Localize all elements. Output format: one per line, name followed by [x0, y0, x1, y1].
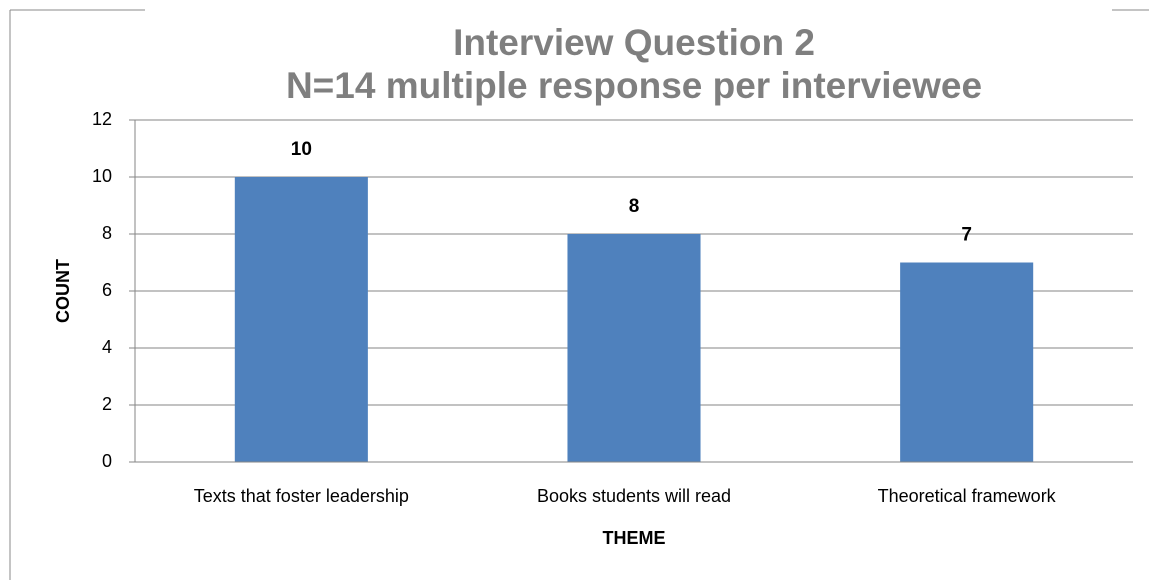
- y-tick-label: 4: [102, 337, 112, 357]
- bar: [900, 262, 1034, 462]
- data-label: 10: [291, 139, 312, 160]
- y-axis-title: COUNT: [53, 259, 73, 323]
- y-tick-label: 2: [102, 394, 112, 414]
- x-tick-label: Texts that foster leadership: [194, 486, 409, 506]
- chart-title: Interview Question 2: [453, 22, 815, 63]
- y-tick-label: 12: [92, 109, 112, 129]
- x-tick-label: Theoretical framework: [878, 486, 1057, 506]
- chart-subtitle: N=14 multiple response per interviewee: [286, 65, 982, 106]
- x-tick-label: Books students will read: [537, 486, 731, 506]
- x-axis-title: THEME: [603, 528, 666, 548]
- data-label: 8: [629, 196, 640, 217]
- y-tick-label: 10: [92, 166, 112, 186]
- bar: [567, 234, 701, 462]
- y-tick-label: 0: [102, 451, 112, 471]
- y-tick-label: 8: [102, 223, 112, 243]
- data-label: 7: [961, 225, 972, 246]
- bar: [234, 177, 368, 462]
- y-tick-label: 6: [102, 280, 112, 300]
